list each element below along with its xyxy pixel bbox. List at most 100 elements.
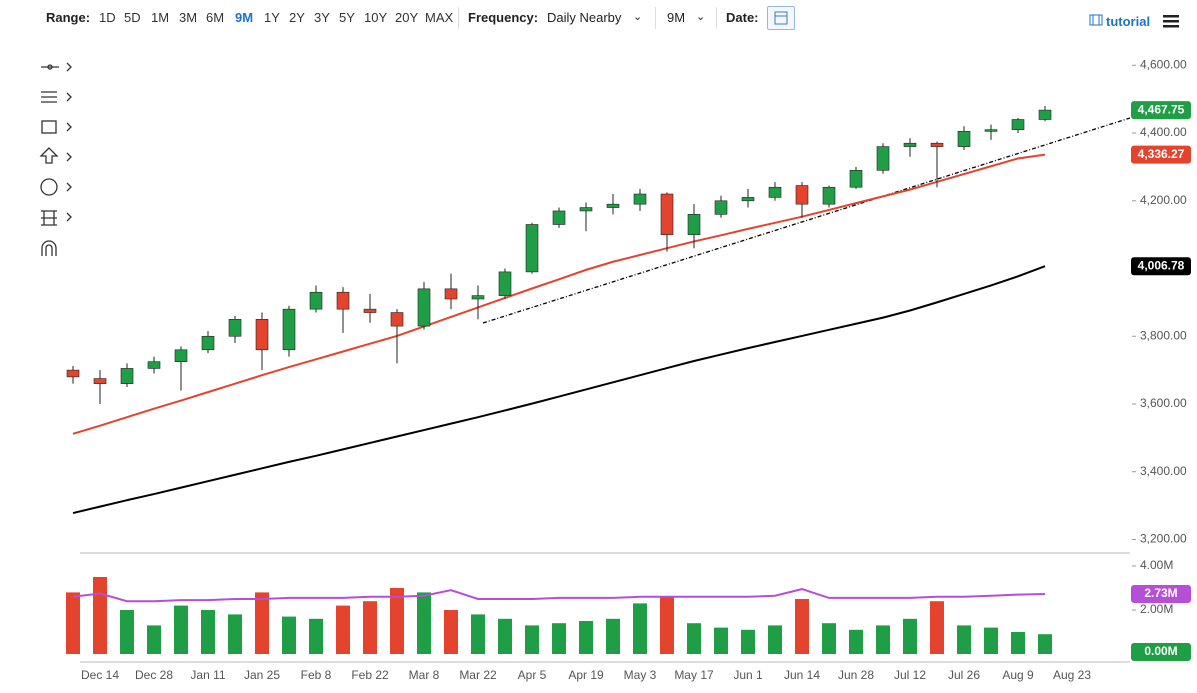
x-tick-label: Jun 14 [784,668,820,682]
volume-bar [336,605,350,654]
tool-shape[interactable] [41,120,72,134]
volume-bar [552,623,566,654]
candle-body [579,207,593,212]
x-tick-label: Jun 1 [733,668,763,682]
moving-average-line [72,153,1046,435]
range-button[interactable]: 10Y [364,10,388,25]
volume-bar [714,627,728,654]
x-tick-label: Apr 5 [518,668,547,682]
volume-bar [633,603,647,654]
candle-body [93,378,107,384]
x-tick-label: Feb 22 [351,668,389,682]
x-tick-label: Dec 14 [81,668,119,682]
volume-bar [363,601,377,654]
range-button[interactable]: 20Y [395,10,419,25]
volume-bar [255,592,269,654]
x-tick-label: May 3 [624,668,657,682]
candle-body [849,170,863,188]
x-tick-label: Aug 9 [1002,668,1034,682]
y-tick-label: 4.00M [1140,558,1173,572]
candle-body [660,193,674,235]
candle-body [768,186,782,198]
dropdown-arrow[interactable]: ⌄ [696,11,706,23]
range-button[interactable]: 1Y [264,10,280,25]
calendar-button[interactable] [767,6,795,30]
range-button[interactable]: 6M [206,10,225,25]
tutorial-link[interactable]: tutorial [1106,14,1151,29]
volume-bar [606,618,620,654]
candle-body [120,368,134,384]
tool-arrow[interactable] [39,147,72,164]
volume-bar [525,625,539,654]
value-badge-label: 4,467.75 [1138,102,1185,116]
tool-line[interactable] [41,62,72,72]
range-button[interactable]: 3M [179,10,198,25]
range-button[interactable]: MAX [425,10,454,25]
volume-bar [660,596,674,654]
moving-average-line [72,265,1046,515]
menu-button[interactable] [1163,14,1181,28]
volume-bar [930,601,944,654]
candle-body [201,335,215,351]
tool-fib[interactable] [41,91,72,103]
volume-bar [1038,634,1052,654]
volume-bar [795,599,809,654]
volume-bar [93,577,107,654]
separator [655,7,656,29]
y-tick-label: 4,000.00 [1140,261,1187,275]
candle-body [417,288,431,327]
volume-bar [417,592,431,654]
x-tick-label: Jan 11 [190,668,225,682]
tool-pattern[interactable] [41,210,72,226]
volume-bar [201,610,215,654]
volume-bar [147,625,161,654]
x-tick-label: Jul 12 [894,668,926,682]
volume-bar [444,610,458,654]
tool-magnet[interactable] [41,240,57,256]
value-badge-label: 2.73M [1144,586,1177,600]
range-button[interactable]: 5D [124,10,141,25]
range-button[interactable]: 3Y [314,10,330,25]
candle-body [174,349,188,362]
x-tick-label: May 17 [674,668,714,682]
range-button[interactable]: 9M [235,10,254,25]
candle-body [903,142,917,147]
range-button[interactable]: 1D [99,10,116,25]
volume-bar [822,623,836,654]
volume-bar [174,605,188,654]
range-button[interactable]: 1M [151,10,170,25]
range-label: Range: [46,10,91,25]
candle-body [66,369,80,378]
volume-bar [282,616,296,654]
candle-body [930,142,944,147]
dropdown-arrow[interactable]: ⌄ [633,11,643,23]
volume-bar [498,618,512,654]
plot-area: 3,200.00 3,400.00 3,600.00 3,800.00 4,000.00… [66,57,1191,682]
volume-bar [903,618,917,654]
candle-body [822,186,836,205]
volume-bar [390,588,404,654]
tool-number[interactable] [40,178,72,196]
candle-body [282,308,296,351]
volume-bar [1011,632,1025,654]
frequency-select[interactable]: Daily Nearby [547,10,622,25]
range-button[interactable]: 5Y [339,10,355,25]
range-button[interactable]: 2Y [289,10,305,25]
x-tick-label: Mar 22 [459,668,497,682]
value-badge-label: 0.00M [1144,644,1177,658]
x-tick-label: Feb 8 [301,668,332,682]
value-badge-label: 4,336.27 [1138,147,1185,161]
volume-bar [471,614,485,654]
value-badge [1131,584,1191,603]
volume-bar [228,614,242,654]
value-badge [1131,101,1191,120]
value-badge [1131,643,1191,661]
y-tick-label: 3,200.00 [1140,532,1187,546]
frequency-label: Frequency: [468,10,539,25]
candle-body [606,203,620,208]
candle-body [714,200,728,215]
candle-body [687,214,701,235]
volume-average-line [72,588,1046,603]
period-select[interactable]: 9M [667,10,686,25]
